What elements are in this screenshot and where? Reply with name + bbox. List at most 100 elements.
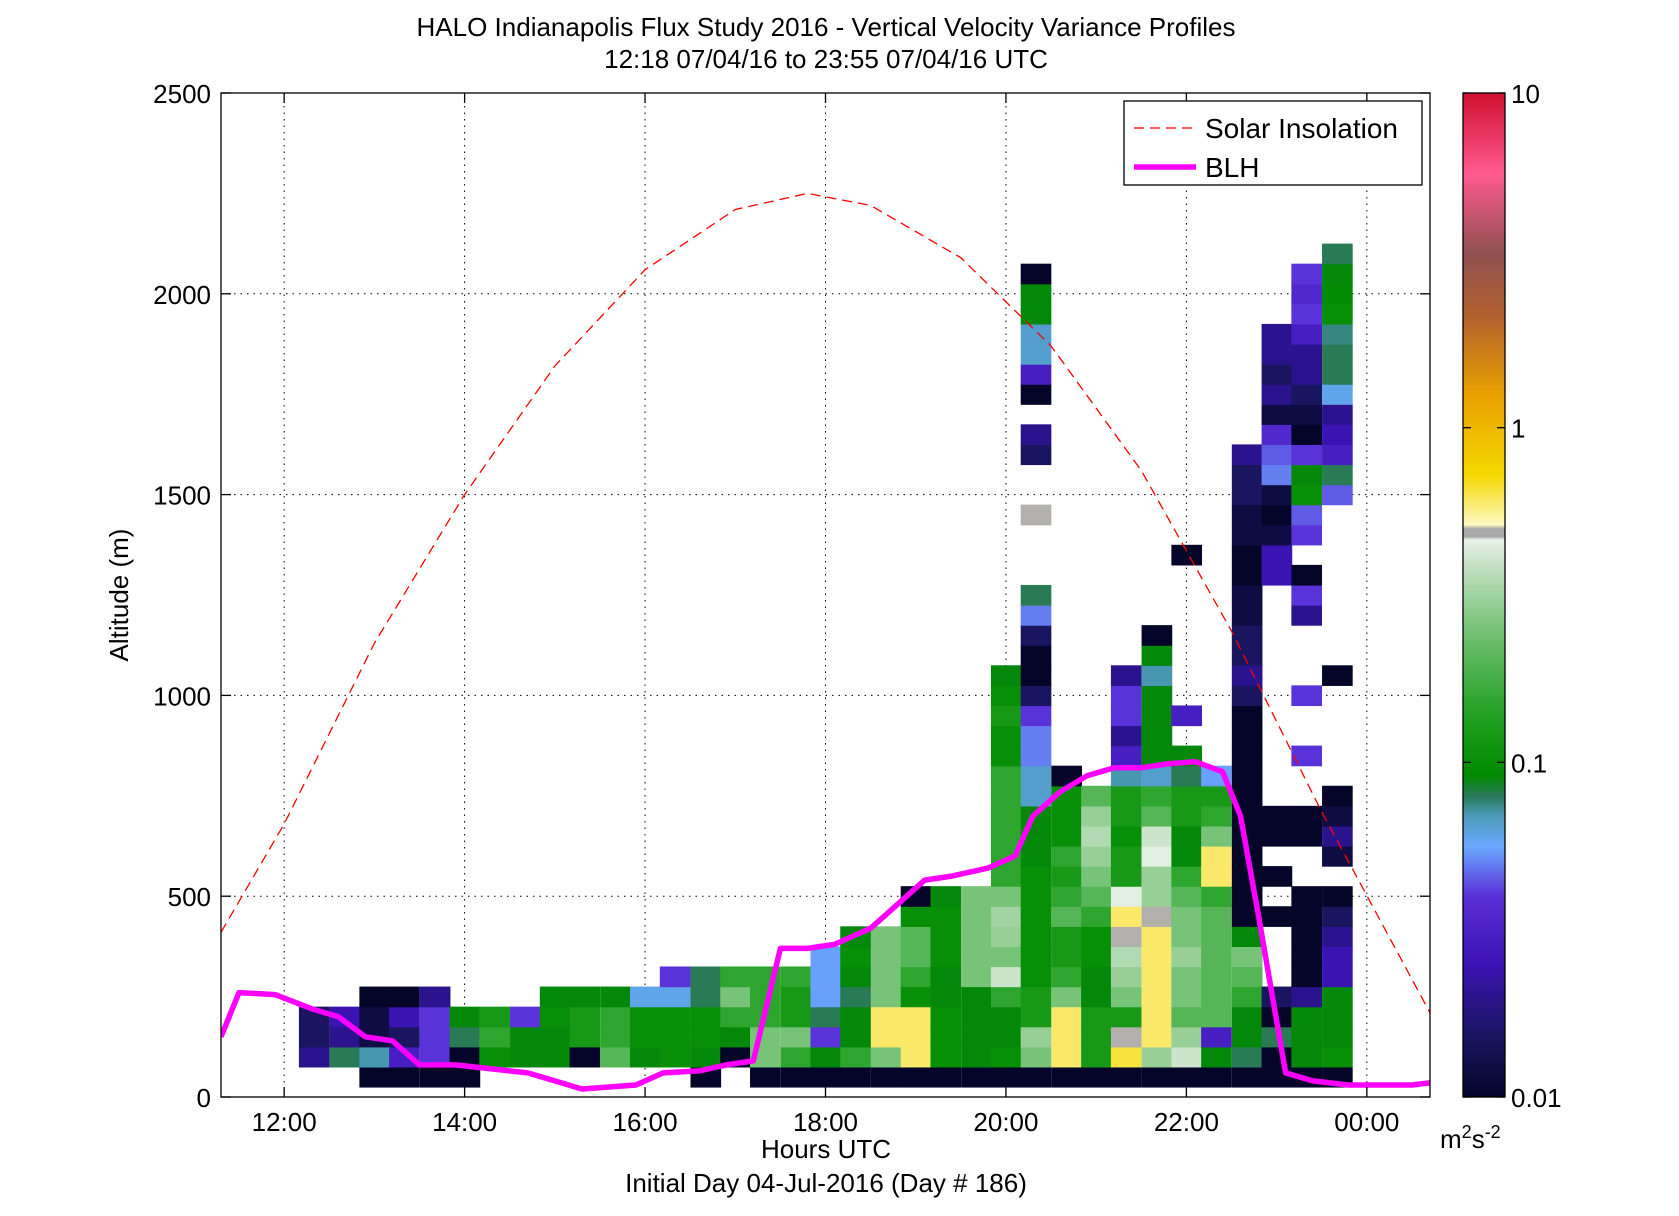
colorbar: [1462, 92, 1506, 1098]
heatmap-cell: [990, 866, 1022, 887]
heatmap-cell: [690, 986, 722, 1008]
heatmap-cell: [449, 1026, 481, 1048]
heatmap-cell: [720, 1006, 751, 1028]
x-tick-label: 16:00: [613, 1107, 678, 1137]
heatmap-cell: [1020, 866, 1052, 887]
heatmap-cell: [1231, 645, 1263, 666]
heatmap-cell: [990, 685, 1022, 707]
heatmap-cell: [1322, 464, 1353, 486]
heatmap-cell: [990, 785, 1022, 807]
heatmap-cell: [479, 1006, 511, 1028]
heatmap-cell: [510, 1026, 541, 1048]
heatmap-cell: [1081, 846, 1112, 867]
heatmap-cell: [1322, 986, 1353, 1008]
heatmap-cell: [1171, 705, 1203, 727]
heatmap-cell: [1110, 986, 1142, 1008]
x-tick-label: 18:00: [793, 1107, 858, 1137]
heatmap-cell: [1201, 966, 1232, 988]
heatmap-cell: [1141, 1006, 1173, 1028]
heatmap-cell: [1110, 886, 1142, 907]
heatmap-cell: [1141, 685, 1173, 707]
heatmap-cell: [630, 1026, 661, 1048]
heatmap-cell: [1322, 665, 1353, 686]
heatmap-cell: [1020, 605, 1052, 626]
heatmap-cell: [990, 765, 1022, 787]
heatmap-cell: [961, 926, 992, 947]
heatmap-cell: [1322, 785, 1353, 807]
x-tick-label: 20:00: [973, 1107, 1038, 1137]
heatmap-cell: [840, 1066, 871, 1088]
heatmap-cell: [961, 966, 992, 988]
heatmap-cell: [1261, 564, 1293, 586]
heatmap-cell: [990, 986, 1022, 1008]
heatmap-cell: [1081, 906, 1112, 927]
heatmap-cell: [1110, 685, 1142, 707]
heatmap-cell: [1020, 886, 1052, 907]
heatmap-cell: [1020, 645, 1052, 666]
heatmap-cell: [1051, 1006, 1083, 1028]
heatmap-cell: [990, 886, 1022, 907]
heatmap-cell: [1261, 384, 1293, 405]
heatmap-cell: [1201, 1046, 1232, 1068]
heatmap-cell: [1322, 846, 1353, 867]
heatmap-cell: [1171, 886, 1203, 907]
heatmap-cell: [569, 1026, 601, 1048]
heatmap-cell: [1171, 1026, 1203, 1048]
y-tick-label: 2500: [153, 79, 211, 109]
heatmap-cell: [1141, 1026, 1173, 1048]
heatmap-cell: [1110, 846, 1142, 867]
heatmap-cell: [1291, 906, 1323, 927]
heatmap-cell: [1231, 625, 1263, 646]
heatmap-cell: [1020, 725, 1052, 747]
heatmap-cell: [419, 986, 451, 1008]
heatmap-cell: [1081, 986, 1112, 1008]
axis-ticks: 12:00 14:00 16:00 18:00 20:00 22:00 00:00 0 500 1…: [153, 79, 1430, 1137]
heatmap-cell: [1291, 344, 1323, 365]
heatmap-cell: [1231, 1046, 1263, 1068]
heatmap-cell: [840, 1046, 871, 1068]
heatmap-cell: [930, 1006, 962, 1028]
heatmap-cell: [840, 966, 871, 988]
heatmap-cell: [449, 1006, 481, 1028]
x-axis-label: Hours UTC: [761, 1134, 891, 1164]
heatmap-cell: [990, 1006, 1022, 1028]
heatmap-cell: [1020, 685, 1052, 707]
heatmap-cell: [630, 986, 661, 1008]
heatmap-cell: [1231, 544, 1263, 566]
heatmap-cell: [1081, 805, 1112, 827]
heatmap-cell: [990, 745, 1022, 767]
heatmap-cell: [1231, 484, 1263, 506]
y-tick-label: 2000: [153, 280, 211, 310]
heatmap-cell: [1291, 886, 1323, 907]
heatmap-cell: [569, 1046, 601, 1068]
heatmap-cell: [1171, 966, 1203, 988]
chart-title: HALO Indianapolis Flux Study 2016 - Vert…: [417, 12, 1236, 42]
heatmap-cell: [1231, 946, 1263, 968]
heatmap-cell: [720, 986, 751, 1008]
heatmap-cell: [659, 1026, 691, 1048]
solar-insolation-line: [221, 192, 1430, 1014]
heatmap-cell: [1322, 444, 1353, 466]
heatmap-cell: [1141, 886, 1173, 907]
heatmap-cell: [1201, 805, 1232, 827]
heatmap-cell: [990, 1066, 1022, 1088]
heatmap-cell: [539, 1026, 571, 1048]
heatmap-cell: [1081, 966, 1112, 988]
heatmap-cell: [690, 1026, 722, 1048]
heatmap-cell: [1291, 685, 1323, 707]
heatmap-cell: [1020, 504, 1052, 526]
heatmap-cell: [600, 1046, 631, 1068]
heatmap-cell: [1322, 404, 1353, 425]
heatmap-cell: [1291, 564, 1323, 586]
heatmap-cell: [539, 986, 571, 1008]
heatmap-cell: [1141, 705, 1173, 727]
heatmap-cell: [1171, 1066, 1203, 1088]
heatmap-cell: [1261, 424, 1293, 445]
heatmap-cell: [990, 825, 1022, 847]
heatmap-cell: [780, 986, 812, 1008]
heatmap-cell: [1201, 866, 1232, 887]
heatmap-cell: [930, 1046, 962, 1068]
heatmap-cell: [1291, 1046, 1323, 1068]
heatmap-cell: [1141, 785, 1173, 807]
heatmap-cell: [1051, 906, 1083, 927]
